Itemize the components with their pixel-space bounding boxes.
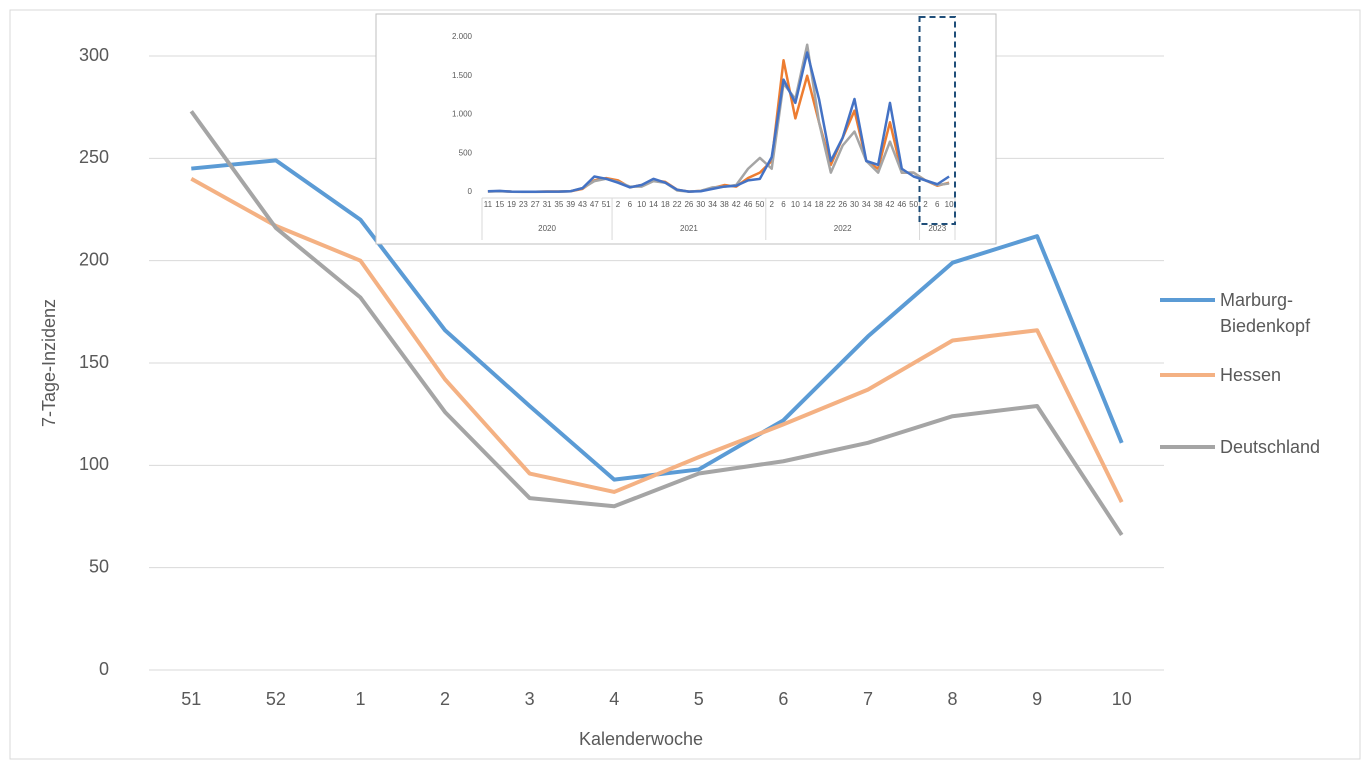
y-tick-label: 0 xyxy=(468,187,473,196)
x-tick-label: 6 xyxy=(935,200,940,209)
x-tick-label: 51 xyxy=(602,200,611,209)
x-tick-label: 31 xyxy=(543,200,552,209)
x-tick-label: 15 xyxy=(495,200,504,209)
x-tick-label: 14 xyxy=(803,200,812,209)
x-tick-label: 1 xyxy=(355,689,365,709)
y-tick-label: 50 xyxy=(89,556,109,576)
x-tick-label: 38 xyxy=(874,200,883,209)
x-tick-label: 9 xyxy=(1032,689,1042,709)
y-tick-label: 1.000 xyxy=(452,110,473,119)
y-tick-label: 200 xyxy=(79,249,109,269)
x-tick-label: 18 xyxy=(661,200,670,209)
x-tick-label: 4 xyxy=(609,689,619,709)
x-tick-label: 3 xyxy=(525,689,535,709)
x-tick-label: 22 xyxy=(673,200,682,209)
x-tick-label: 26 xyxy=(684,200,693,209)
x-tick-label: 22 xyxy=(826,200,835,209)
x-tick-label: 34 xyxy=(708,200,717,209)
x-tick-label: 47 xyxy=(590,200,599,209)
group-label: 2021 xyxy=(680,224,698,233)
x-tick-label: 2 xyxy=(440,689,450,709)
x-tick-label: 30 xyxy=(696,200,705,209)
inset-frame xyxy=(375,13,997,245)
x-tick-label: 10 xyxy=(637,200,646,209)
x-tick-label: 6 xyxy=(778,689,788,709)
x-tick-label: 7 xyxy=(863,689,873,709)
x-tick-label: 42 xyxy=(732,200,741,209)
group-label: 2020 xyxy=(538,224,556,233)
y-tick-label: 300 xyxy=(79,45,109,65)
y-tick-label: 2.000 xyxy=(452,32,473,41)
x-tick-label: 2 xyxy=(923,200,928,209)
group-label: 2023 xyxy=(928,224,946,233)
x-tick-label: 50 xyxy=(755,200,764,209)
y-tick-label: 0 xyxy=(99,659,109,679)
y-tick-label: 1.500 xyxy=(452,71,473,80)
x-tick-label: 2 xyxy=(616,200,621,209)
highlight-box xyxy=(918,16,957,225)
x-tick-label: 52 xyxy=(266,689,286,709)
series-line xyxy=(487,51,950,194)
x-tick-label: 8 xyxy=(948,689,958,709)
x-axis-title: Kalenderwoche xyxy=(579,729,703,749)
x-tick-label: 46 xyxy=(897,200,906,209)
x-tick-label: 19 xyxy=(507,200,516,209)
x-tick-label: 30 xyxy=(850,200,859,209)
x-tick-label: 18 xyxy=(815,200,824,209)
x-tick-label: 10 xyxy=(791,200,800,209)
x-tick-label: 10 xyxy=(1112,689,1132,709)
y-tick-label: 500 xyxy=(459,148,473,157)
x-tick-label: 6 xyxy=(781,200,786,209)
x-tick-label: 2 xyxy=(769,200,774,209)
x-tick-label: 6 xyxy=(628,200,633,209)
x-tick-label: 10 xyxy=(945,200,954,209)
x-tick-label: 35 xyxy=(554,200,563,209)
x-tick-label: 14 xyxy=(649,200,658,209)
series-line xyxy=(189,110,1124,537)
y-axis-title: 7-Tage-Inzidenz xyxy=(39,299,59,427)
x-tick-label: 43 xyxy=(578,200,587,209)
legend-label: Hessen xyxy=(1220,365,1282,385)
x-tick-label: 27 xyxy=(531,200,540,209)
x-tick-label: 26 xyxy=(838,200,847,209)
legend-label: Deutschland xyxy=(1220,437,1321,457)
x-tick-label: 38 xyxy=(720,200,729,209)
x-tick-label: 46 xyxy=(744,200,753,209)
x-tick-label: 50 xyxy=(909,200,918,209)
group-label: 2022 xyxy=(834,224,852,233)
y-tick-label: 100 xyxy=(79,454,109,474)
x-tick-label: 51 xyxy=(181,689,201,709)
x-tick-label: 5 xyxy=(694,689,704,709)
series-line xyxy=(190,177,1124,504)
y-tick-label: 150 xyxy=(79,352,109,372)
x-tick-label: 34 xyxy=(862,200,871,209)
x-tick-label: 23 xyxy=(519,200,528,209)
x-tick-label: 39 xyxy=(566,200,575,209)
legend-label: Marburg-Biedenkopf xyxy=(1220,290,1311,336)
y-tick-label: 250 xyxy=(79,147,109,167)
x-tick-label: 11 xyxy=(484,200,493,209)
x-tick-label: 42 xyxy=(886,200,895,209)
